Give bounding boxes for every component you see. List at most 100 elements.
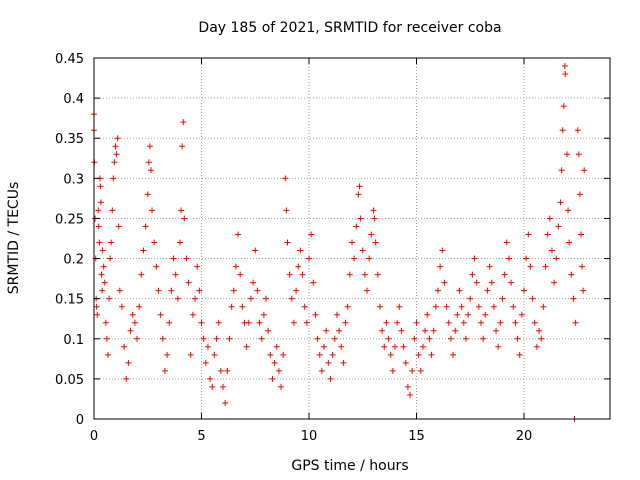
data-point xyxy=(299,271,306,278)
data-point xyxy=(280,351,287,358)
data-point xyxy=(138,271,145,278)
data-point xyxy=(419,343,426,350)
data-point xyxy=(114,135,121,142)
data-point xyxy=(372,239,379,246)
grid-lines xyxy=(94,58,610,419)
data-point xyxy=(209,383,216,390)
data-point xyxy=(351,255,358,262)
y-tick-label: 0 xyxy=(76,413,84,428)
data-point xyxy=(235,231,242,238)
data-point xyxy=(146,143,153,150)
y-tick-label: 0.2 xyxy=(63,253,84,268)
data-point xyxy=(99,247,106,254)
data-point xyxy=(263,295,269,302)
data-point xyxy=(424,311,431,318)
data-point xyxy=(95,207,102,214)
data-point xyxy=(551,279,558,286)
data-point xyxy=(166,319,173,326)
data-point xyxy=(521,287,527,294)
tick-labels: 0 0.05 0.1 0.15 0.2 0.25 0.3 0.35 0.4 0.45 0 5 10 15 2… xyxy=(55,52,532,444)
data-point xyxy=(106,295,113,302)
data-point xyxy=(308,231,315,238)
data-point xyxy=(327,375,334,382)
data-point xyxy=(435,287,441,294)
data-point xyxy=(178,207,185,214)
data-point xyxy=(516,351,523,358)
data-point xyxy=(447,335,454,342)
data-point xyxy=(243,343,250,350)
data-point xyxy=(179,143,186,150)
data-point xyxy=(303,319,310,326)
data-point xyxy=(510,303,517,310)
data-point xyxy=(217,367,224,374)
data-point xyxy=(111,159,118,166)
data-point xyxy=(172,271,179,278)
x-tick-label: 5 xyxy=(197,429,205,444)
data-point xyxy=(478,319,484,326)
data-point xyxy=(134,335,140,342)
data-point xyxy=(204,343,211,350)
data-point xyxy=(542,263,549,270)
data-point xyxy=(226,335,233,342)
data-point xyxy=(400,343,407,350)
data-point xyxy=(486,263,493,270)
data-point xyxy=(473,279,480,286)
data-point xyxy=(129,311,136,318)
data-point xyxy=(338,343,345,350)
y-tick-label: 0.4 xyxy=(63,92,84,107)
data-point xyxy=(368,231,375,238)
data-point xyxy=(557,199,564,206)
data-point xyxy=(467,295,474,302)
data-point xyxy=(283,207,290,214)
data-point xyxy=(366,255,373,262)
data-point xyxy=(198,319,205,326)
data-point xyxy=(503,239,510,246)
data-point xyxy=(293,287,300,294)
data-point xyxy=(387,351,394,358)
data-point xyxy=(456,287,463,294)
data-point xyxy=(533,343,540,350)
data-point xyxy=(422,327,429,334)
data-point xyxy=(349,239,355,246)
data-point xyxy=(290,319,297,326)
data-point xyxy=(561,63,568,70)
data-point xyxy=(548,247,555,254)
data-point xyxy=(396,303,403,310)
data-point xyxy=(536,327,543,334)
data-point xyxy=(579,263,586,270)
data-point xyxy=(546,215,553,222)
data-point xyxy=(282,175,289,182)
data-point xyxy=(267,351,274,358)
x-tick-label: 0 xyxy=(90,429,98,444)
data-point xyxy=(411,335,418,342)
data-point xyxy=(353,223,360,230)
data-point xyxy=(559,127,566,134)
data-point xyxy=(499,295,506,302)
data-point xyxy=(574,127,581,134)
data-point xyxy=(228,303,235,310)
data-point xyxy=(462,335,469,342)
data-point xyxy=(237,271,244,278)
data-point xyxy=(103,335,110,342)
data-point xyxy=(344,303,351,310)
data-point xyxy=(566,239,573,246)
data-point xyxy=(196,287,203,294)
data-point xyxy=(180,119,187,126)
data-point xyxy=(202,359,209,366)
data-point xyxy=(93,303,100,310)
data-point xyxy=(102,319,109,326)
data-point xyxy=(514,335,521,342)
data-point xyxy=(471,255,478,262)
data-point xyxy=(96,239,103,246)
data-point xyxy=(256,319,263,326)
data-point xyxy=(441,279,448,286)
data-point xyxy=(342,319,349,326)
data-point xyxy=(321,343,328,350)
data-point xyxy=(109,207,116,214)
x-axis-label: GPS time / hours xyxy=(291,458,408,474)
data-point xyxy=(357,215,364,222)
chart-title: Day 185 of 2021, SRMTID for receiver cob… xyxy=(198,20,501,36)
data-point xyxy=(325,359,332,366)
data-point xyxy=(497,319,504,326)
data-point xyxy=(131,319,138,326)
